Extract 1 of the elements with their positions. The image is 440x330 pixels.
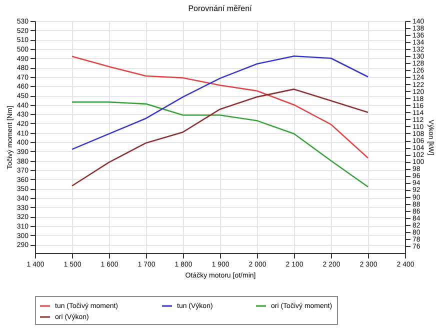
chart-title: Porovnání měření [188, 4, 253, 13]
